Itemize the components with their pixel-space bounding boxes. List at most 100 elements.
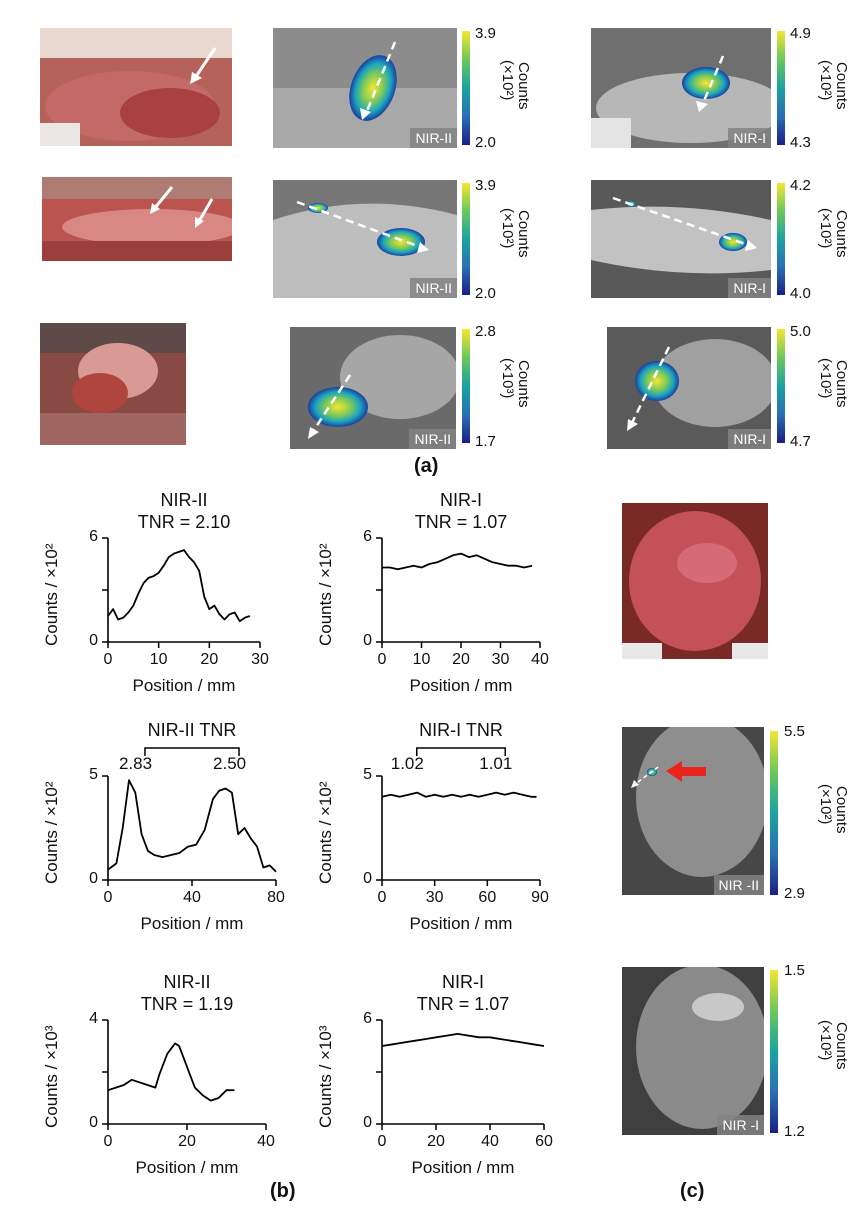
series-line: [381, 791, 537, 798]
y-axis-label: Counts / ×10²: [42, 781, 61, 884]
nir2-image-row3: NIR-II: [290, 327, 456, 449]
colorbar-min: 4.7: [790, 433, 811, 450]
nir1-image-row3: NIR-I: [607, 327, 771, 449]
nir2-image-row1: NIR-II: [273, 28, 457, 148]
colorbar-unit: (×10²): [499, 208, 516, 249]
x-axis-label: Position / mm: [409, 914, 513, 933]
x-tick-label: 20: [452, 651, 470, 668]
tnr-value-right: 2.50: [213, 754, 247, 773]
panel-label-b: (b): [270, 1180, 296, 1202]
colorbar-title: Counts: [833, 360, 850, 408]
x-tick-label: 40: [257, 1133, 275, 1150]
x-tick-label: 30: [491, 651, 510, 668]
y-axis-label: Counts / ×10²: [42, 543, 61, 646]
plot-title: NIR-II TNR: [147, 720, 237, 740]
tissue-photo: [40, 28, 232, 146]
colorbar-max: 3.9: [475, 25, 496, 42]
axes: [381, 1020, 544, 1125]
panel-label-a: (a): [414, 455, 439, 477]
colorbar-min: 4.0: [790, 285, 811, 302]
colorbar-unit: (×10³): [499, 358, 516, 399]
colorbar: [777, 329, 785, 443]
colorbar-max: 5.5: [784, 723, 805, 740]
colorbar: [462, 183, 470, 295]
y-tick-label: 5: [89, 766, 98, 783]
colorbar-max: 2.8: [475, 323, 496, 340]
colorbar-title: Counts: [515, 360, 532, 408]
channel-label: NIR-I: [728, 278, 771, 298]
x-tick-label: 10: [149, 651, 168, 668]
y-tick-label: 5: [363, 766, 372, 783]
y-axis-label: Counts / ×10³: [42, 1025, 61, 1128]
x-tick-label: 30: [425, 889, 444, 906]
colorbar-min: 2.0: [475, 134, 496, 151]
heart-photo: [622, 503, 768, 659]
x-tick-label: 40: [481, 1133, 499, 1150]
colorbar-min: 2.9: [784, 885, 805, 902]
colorbar-unit: (×10²): [817, 358, 834, 399]
colorbar: [777, 31, 785, 145]
y-tick-label: 6: [89, 528, 98, 545]
red-arrow-icon: [678, 767, 706, 776]
colorbar-min: 2.0: [475, 285, 496, 302]
colorbar-title: Counts: [515, 62, 532, 110]
x-axis-label: Position / mm: [135, 1158, 239, 1177]
y-tick-label: 4: [89, 1010, 98, 1027]
x-tick-label: 90: [531, 889, 549, 906]
x-axis-label: Position / mm: [409, 676, 513, 695]
channel-label: NIR-II: [409, 429, 456, 449]
colorbar-unit: (×10²): [499, 60, 516, 101]
colorbar: [462, 329, 470, 443]
channel-label: NIR-I: [728, 429, 771, 449]
colorbar-max: 5.0: [790, 323, 811, 340]
series-line: [382, 552, 533, 571]
y-tick-label: 0: [363, 632, 372, 649]
heat-blob: [349, 55, 397, 121]
colorbar-title: Counts: [515, 210, 532, 258]
nir1-image-panel-c: NIR -I: [622, 967, 764, 1135]
y-tick-label: 0: [363, 870, 372, 887]
colorbar-title: Counts: [833, 210, 850, 258]
plot-subtitle: TNR = 1.07: [416, 994, 510, 1014]
channel-label: NIR -I: [717, 1115, 764, 1135]
x-axis-label: Position / mm: [411, 1158, 515, 1177]
colorbar-min: 4.3: [790, 134, 811, 151]
axes: [107, 1020, 266, 1125]
colorbar: [770, 731, 778, 895]
plot-title: NIR-I: [442, 972, 484, 992]
plot-title: NIR-I: [440, 490, 482, 510]
colorbar: [462, 31, 470, 145]
y-axis-label: Counts / ×10³: [316, 1025, 335, 1128]
tnr-value-left: 1.02: [390, 754, 424, 773]
x-tick-label: 20: [178, 1133, 196, 1150]
axes: [381, 538, 540, 643]
colorbar-max: 4.9: [790, 25, 811, 42]
nir1-image-row1: NIR-I: [591, 28, 771, 148]
colorbar-unit: (×10²): [817, 1020, 834, 1061]
colorbar-title: Counts: [833, 62, 850, 110]
plot-subtitle: TNR = 1.07: [414, 512, 508, 532]
series-line: [107, 549, 251, 623]
series-line: [107, 779, 277, 873]
y-tick-label: 0: [363, 1114, 372, 1131]
x-tick-label: 0: [377, 651, 387, 668]
panel-label-c: (c): [680, 1180, 705, 1202]
channel-label: NIR-II: [410, 278, 457, 298]
x-tick-label: 40: [531, 651, 549, 668]
channel-label: NIR-II: [410, 128, 457, 148]
tnr-value-right: 1.01: [479, 754, 513, 773]
x-tick-label: 10: [412, 651, 431, 668]
x-axis-label: Position / mm: [140, 914, 244, 933]
nir2-image-row2: NIR-II: [273, 180, 457, 298]
x-tick-label: 0: [377, 1133, 387, 1150]
y-axis-label: Counts / ×10²: [316, 781, 335, 884]
axes: [107, 776, 276, 881]
y-tick-label: 0: [89, 1114, 98, 1131]
colorbar-title: Counts: [833, 786, 850, 834]
x-tick-label: 40: [183, 889, 201, 906]
x-tick-label: 0: [103, 1133, 113, 1150]
nir2-image-panel-c: NIR -II: [622, 727, 764, 895]
series-line: [107, 1042, 235, 1102]
axes: [107, 538, 260, 643]
